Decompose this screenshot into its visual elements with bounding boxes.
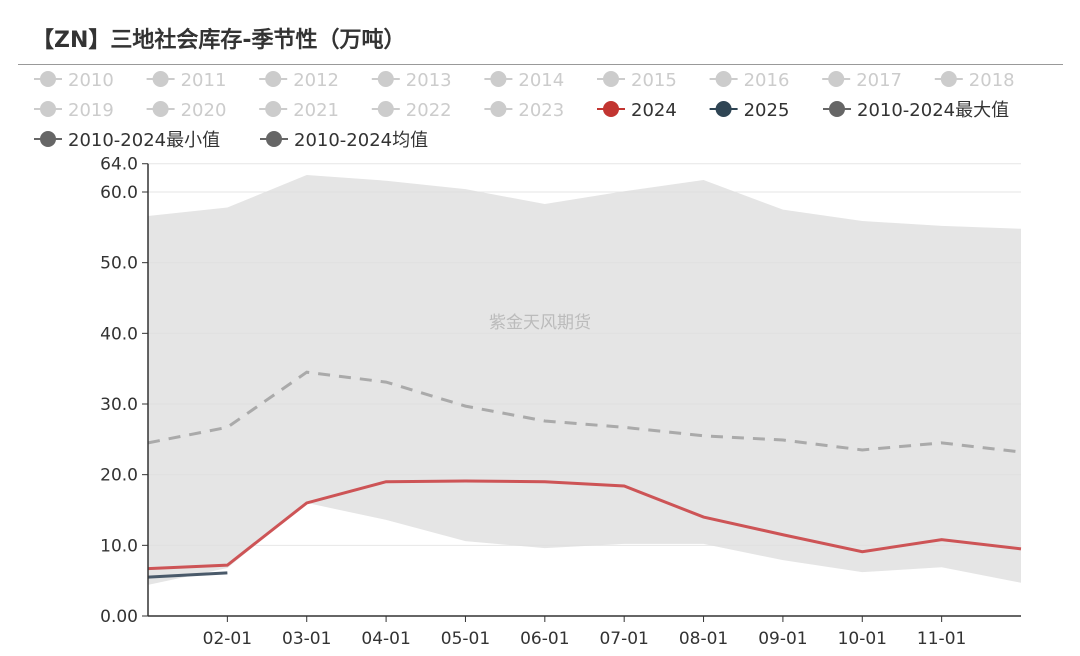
legend-label: 2020 [181,100,227,121]
legend-marker-icon [490,101,507,117]
legend-label: 2025 [744,100,790,121]
y-tick-label: 0.00 [100,607,138,627]
legend-item-2023[interactable]: 2023 [484,100,564,121]
legend-item-2022[interactable]: 2022 [371,100,452,121]
series-line-2024 [147,479,1022,571]
x-tick-label: 09-01 [758,629,807,649]
legend-label: 2011 [181,70,227,91]
legend-marker-icon [715,101,732,117]
legend-label: 2021 [293,100,339,121]
x-tick-label: 11-01 [917,629,966,649]
legend-item-2011[interactable]: 2011 [146,70,227,91]
y-tick-label: 60.0 [100,183,138,203]
legend-marker-icon [377,71,394,87]
x-tick-label: 04-01 [361,629,410,649]
x-tick-label: 07-01 [599,629,648,649]
legend-item-2018[interactable]: 2018 [934,70,1015,91]
legend-item-2024[interactable]: 2024 [597,100,677,121]
legend-marker-icon [40,131,56,147]
legend-marker-icon [265,71,282,87]
x-tick-label: 05-01 [441,629,490,649]
legend-marker-icon [940,71,957,87]
legend-marker-icon [40,71,56,87]
legend-label: 2023 [518,100,564,121]
y-tick-label: 10.0 [100,536,138,556]
legend-marker-icon [152,71,169,87]
legend-label: 2019 [68,100,114,121]
legend-item-2010[interactable]: 2010 [34,70,114,91]
legend-item-2010-2024均值[interactable]: 2010-2024均值 [260,130,428,151]
series-line-2025 [147,571,228,579]
max-min-band [148,175,1021,585]
legend-label: 2012 [293,70,339,91]
legend-marker-icon [828,71,845,87]
legend-label: 2018 [969,70,1015,91]
legend-marker-icon [152,101,169,117]
legend-marker-icon [603,101,619,117]
legend-item-2015[interactable]: 2015 [597,70,677,91]
legend-marker-icon [266,131,282,147]
legend-label: 2010-2024最大值 [857,100,1009,121]
legend-marker-icon [715,71,732,87]
y-tick-label: 40.0 [100,324,138,344]
legend-label: 2024 [631,100,677,121]
legend-item-2017[interactable]: 2017 [822,70,902,91]
watermark: 紫金天风期货 [489,313,591,333]
y-tick-label: 20.0 [100,466,138,486]
legend-label: 2010-2024均值 [294,130,428,151]
legend-marker-icon [490,71,507,87]
legend-item-2021[interactable]: 2021 [259,100,339,121]
legend-marker-icon [603,71,619,87]
legend-item-2013[interactable]: 2013 [371,70,452,91]
legend-item-2010-2024最小值[interactable]: 2010-2024最小值 [34,130,220,151]
title-divider [18,64,1063,65]
legend-item-2012[interactable]: 2012 [259,70,339,91]
y-tick-label: 50.0 [100,254,138,274]
legend-item-2016[interactable]: 2016 [709,70,790,91]
legend-item-2010-2024最大值[interactable]: 2010-2024最大值 [823,100,1009,121]
legend-label: 2016 [744,70,790,91]
legend-label: 2013 [406,70,452,91]
legend-marker-icon [829,101,845,117]
x-tick-label: 08-01 [679,629,728,649]
legend-label: 2010-2024最小值 [68,130,220,151]
legend-item-2014[interactable]: 2014 [484,70,564,91]
legend-item-2025[interactable]: 2025 [709,100,790,121]
legend-item-2020[interactable]: 2020 [146,100,227,121]
legend-label: 2017 [856,70,902,91]
y-tick-label: 64.0 [100,155,138,175]
x-tick-label: 03-01 [282,629,331,649]
legend-label: 2014 [518,70,564,91]
legend-label: 2022 [406,100,452,121]
x-tick-label: 02-01 [203,629,252,649]
legend-marker-icon [40,101,56,117]
y-tick-label: 30.0 [100,395,138,415]
legend-label: 2010 [68,70,114,91]
chart-title: 【ZN】三地社会库存-季节性（万吨） [32,28,406,53]
legend-label: 2015 [631,70,677,91]
legend-marker-icon [265,101,282,117]
legend-marker-icon [377,101,394,117]
legend-item-2019[interactable]: 2019 [34,100,114,121]
x-tick-label: 10-01 [838,629,887,649]
x-tick-label: 06-01 [520,629,569,649]
